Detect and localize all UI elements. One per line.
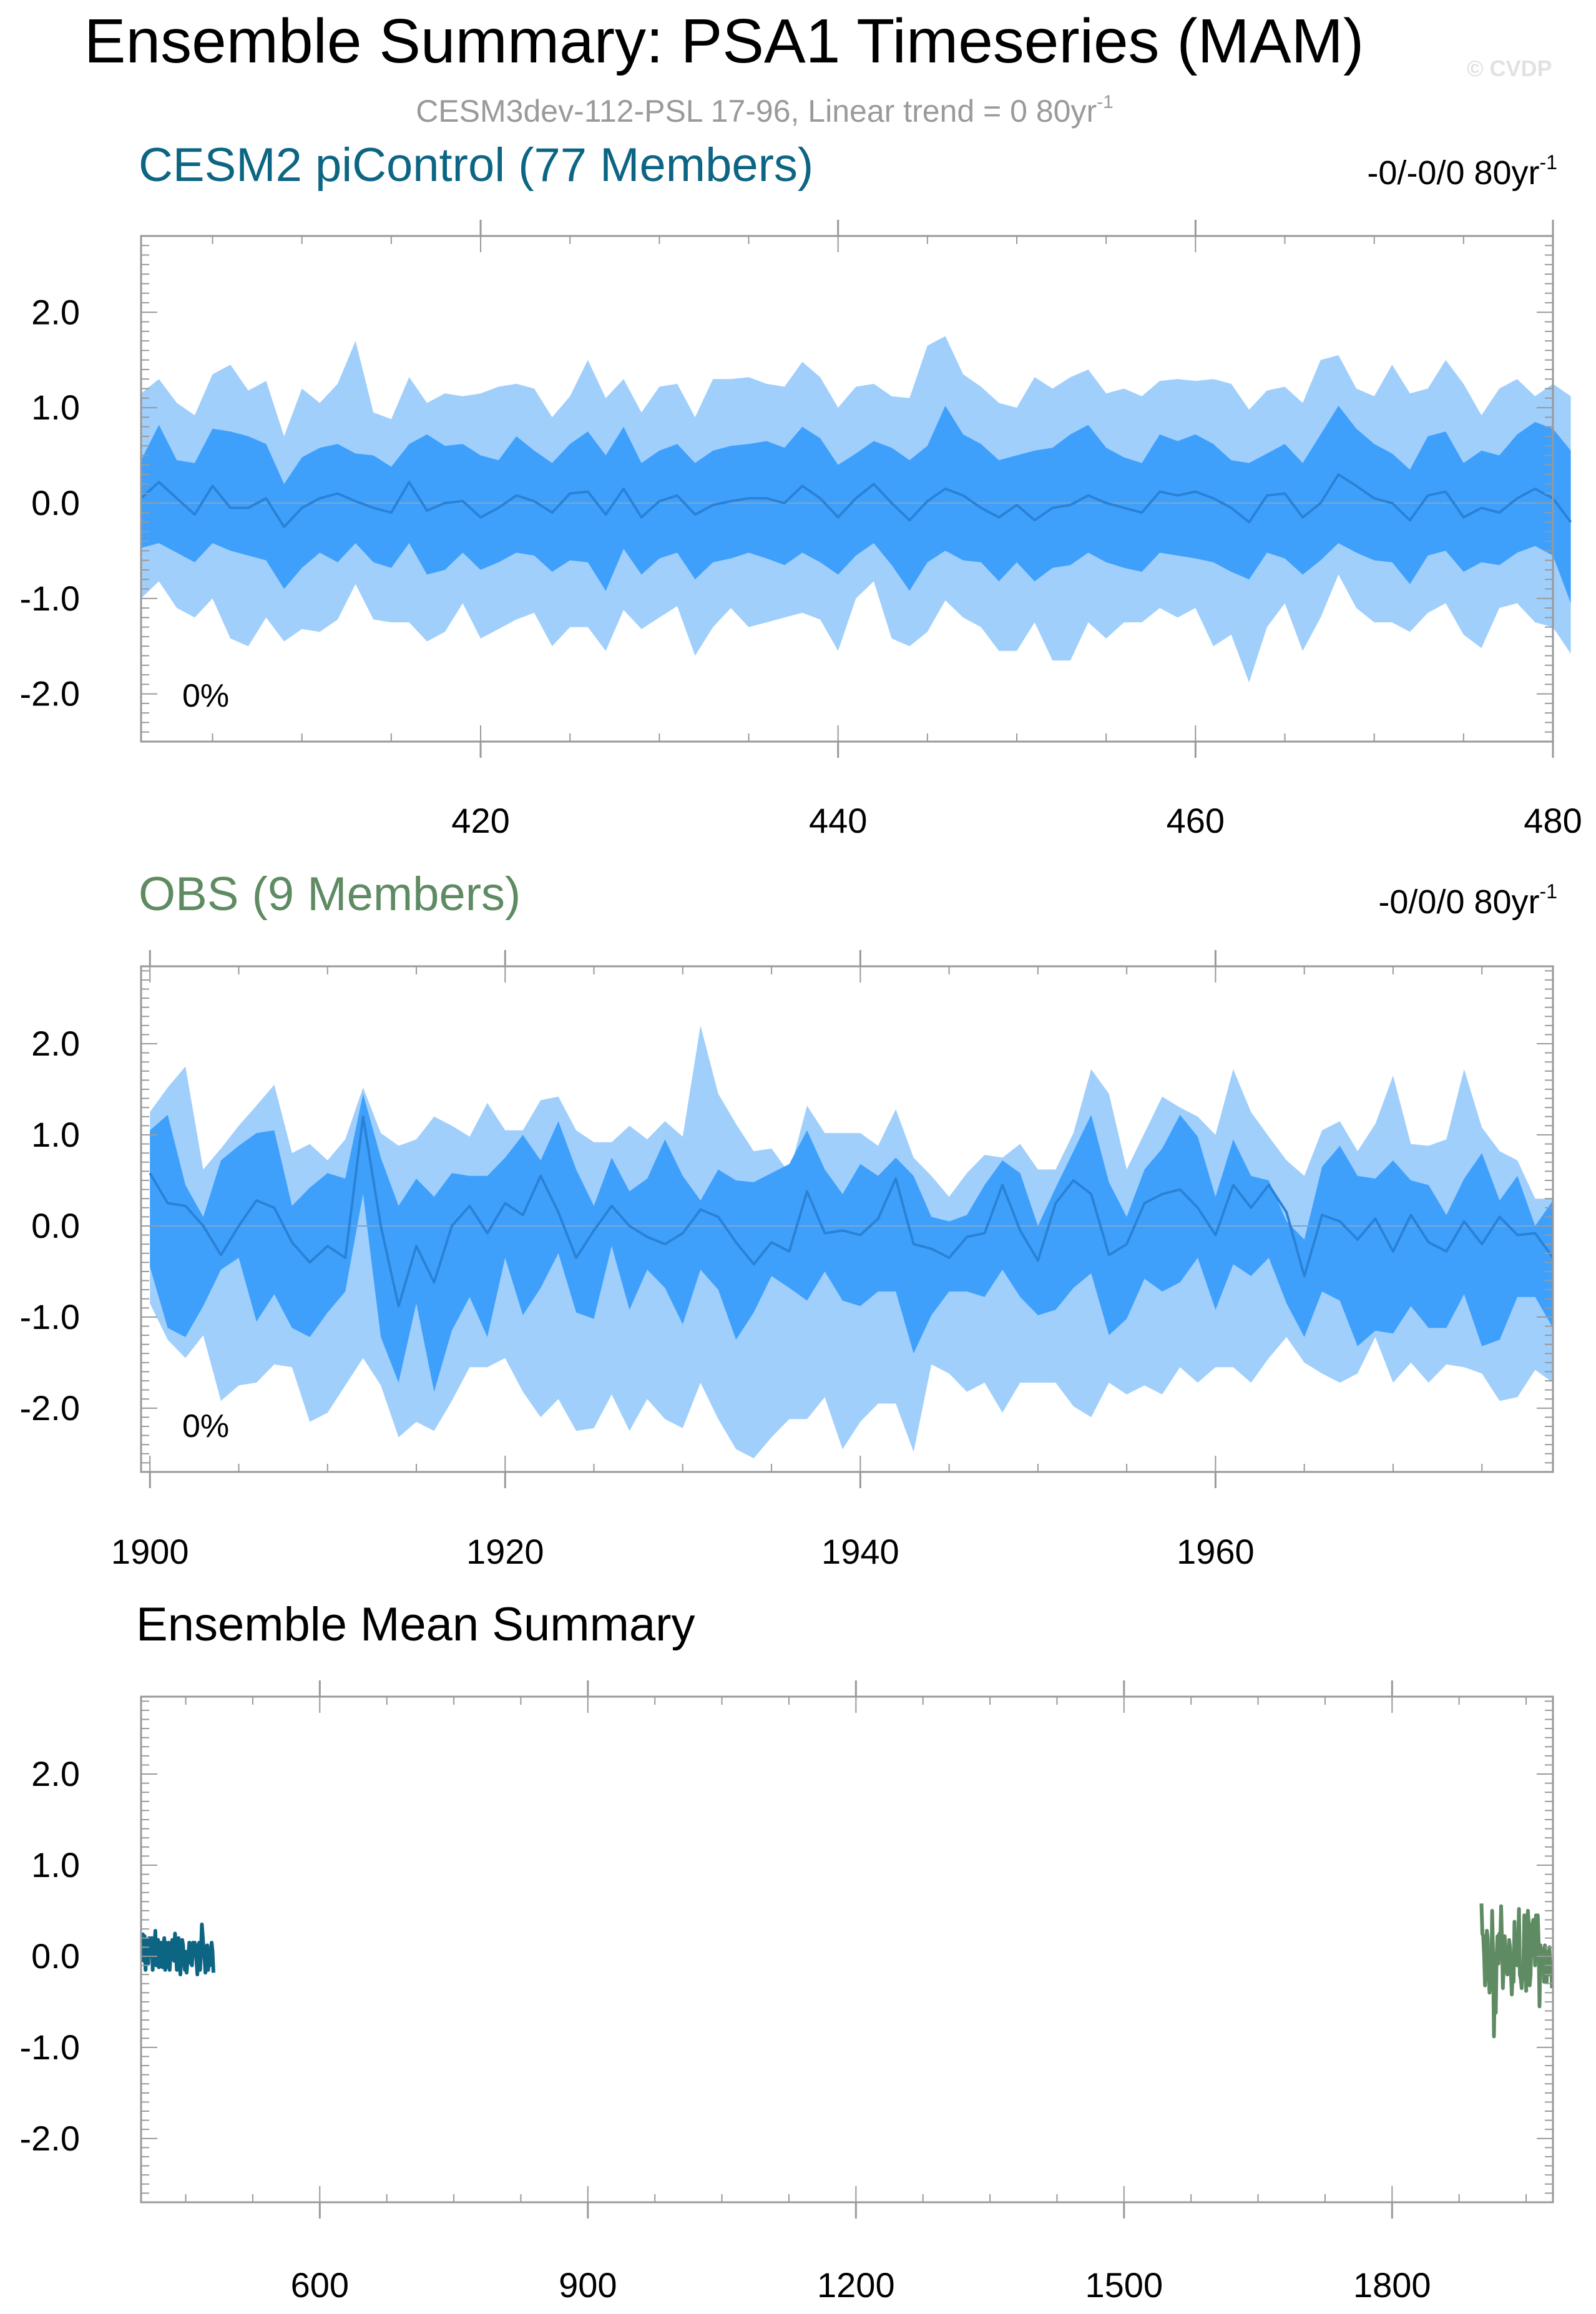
cesm2-p25-p75-band	[141, 406, 1571, 604]
obs-ytick-label: 0.0	[31, 1206, 80, 1245]
cesm2-trend-label: -0/-0/0 80yr-1	[1367, 151, 1557, 192]
cesm2-xtick-label: 460	[1167, 801, 1225, 840]
mean-ytick-label: 2.0	[31, 1754, 80, 1793]
obs-ytick-label: 2.0	[31, 1024, 80, 1063]
mean-ytick-label: -2.0	[20, 2119, 81, 2158]
cesm2-xtick-label: 440	[809, 801, 867, 840]
cesm2-ytick-label: 2.0	[31, 292, 80, 331]
obs-xtick-label: 1960	[1177, 1532, 1255, 1571]
cesm2-percent-label: 0%	[182, 678, 229, 714]
mean-xtick-label: 1800	[1353, 2265, 1431, 2305]
cesm2-xtick-label: 480	[1524, 801, 1582, 840]
subtitle-text: CESM3dev-112-PSL 17-96, Linear trend = 0…	[416, 94, 1097, 129]
cesm2-trend-text: -0/-0/0 80yr	[1367, 154, 1539, 192]
cesm2-ensemble-mean-line	[140, 473, 1572, 529]
watermark: © CVDP	[1467, 56, 1552, 81]
mean-xtick-label: 600	[291, 2265, 349, 2305]
figure-subtitle: CESM3dev-112-PSL 17-96, Linear trend = 0…	[416, 92, 1114, 129]
cesm2-trend-sup: -1	[1540, 151, 1557, 174]
obs-panel: OBS (9 Members) -0/0/0 80yr-1 0% 2.0 1.0 0…	[20, 868, 1558, 1571]
obs-xtick-label: 1920	[466, 1532, 544, 1571]
cesm2-ytick-label: -2.0	[20, 674, 81, 713]
mean-ytick-label: 1.0	[31, 1845, 80, 1885]
figure-title: Ensemble Summary: PSA1 Timeseries (MAM)	[84, 6, 1364, 76]
mean-series-line-1	[1479, 1903, 1554, 2039]
obs-xtick-label: 1900	[111, 1532, 189, 1571]
obs-plot-frame	[140, 965, 1554, 1473]
obs-trend-sup: -1	[1540, 880, 1557, 903]
cesm2-xtick-label: 420	[451, 801, 509, 840]
cesm2-panel-title: CESM2 piControl (77 Members)	[139, 139, 813, 192]
subtitle-superscript: -1	[1097, 92, 1114, 112]
obs-trend-label: -0/0/0 80yr-1	[1378, 880, 1557, 921]
obs-percent-label: 0%	[182, 1408, 229, 1444]
cesm2-ytick-label: -1.0	[20, 579, 81, 618]
cesm2-plot-frame	[140, 235, 1554, 743]
mean-xtick-label: 900	[559, 2265, 617, 2305]
mean-series-line-0	[140, 1922, 215, 1977]
obs-ensemble-mean-line	[149, 1115, 1554, 1308]
obs-xtick-label: 1940	[821, 1532, 899, 1571]
obs-ytick-label: 1.0	[31, 1115, 80, 1154]
obs-trend-text: -0/0/0 80yr	[1378, 883, 1539, 921]
cesm2-ytick-label: 0.0	[31, 483, 80, 522]
mean-ytick-label: -1.0	[20, 2027, 81, 2067]
obs-ytick-label: -2.0	[20, 1388, 81, 1428]
mean-xtick-label: 1500	[1085, 2265, 1163, 2305]
obs-ytick-label: -1.0	[20, 1297, 81, 1336]
cesm2-picontrol-panel: CESM2 piControl (77 Members) -0/-0/0 80y…	[20, 139, 1582, 840]
ensemble-mean-panel-title: Ensemble Mean Summary	[136, 1598, 695, 1651]
mean-ytick-label: 0.0	[31, 1936, 80, 1976]
mean-plot-frame	[140, 1695, 1554, 2204]
obs-p25-p75-band	[150, 1094, 1554, 1392]
ensemble-mean-summary-panel: Ensemble Mean Summary 2.0 1.0 0.0 -1.0 -2.0 6…	[20, 1598, 1554, 2305]
obs-panel-title: OBS (9 Members)	[139, 868, 521, 921]
mean-xtick-label: 1200	[817, 2265, 895, 2305]
cesm2-ytick-label: 1.0	[31, 388, 80, 427]
